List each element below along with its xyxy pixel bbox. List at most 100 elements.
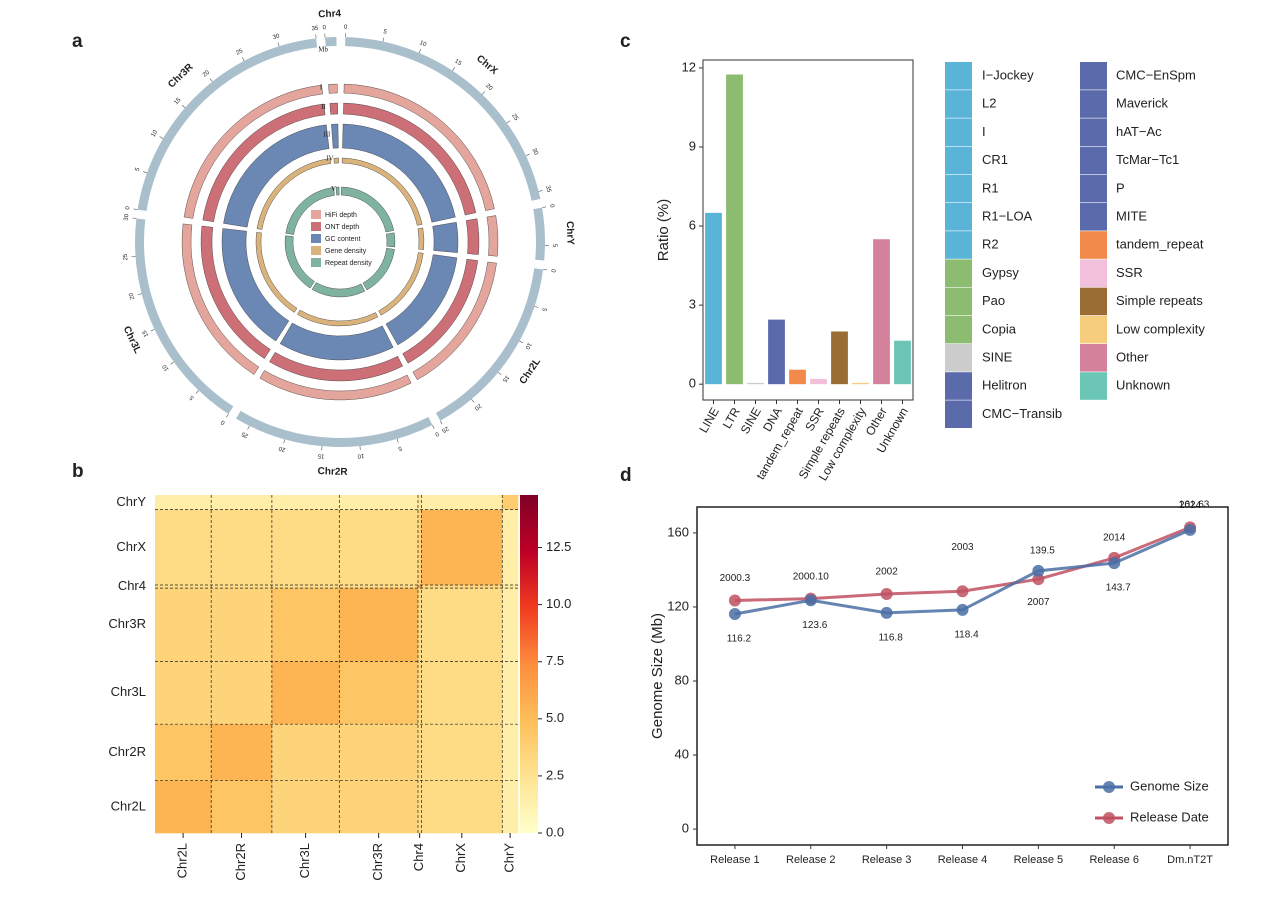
heatmap-cell xyxy=(502,661,519,725)
heatmap-cell xyxy=(417,780,422,834)
tick-label: 0 xyxy=(549,269,555,274)
tick-mark xyxy=(209,78,213,82)
point xyxy=(1108,557,1121,570)
legend-label: Simple repeats xyxy=(1116,293,1203,308)
bar xyxy=(873,239,890,385)
heatmap-cell xyxy=(211,661,273,725)
track-ring xyxy=(417,227,425,250)
track-label: II xyxy=(321,103,326,111)
y-tick-label: Chr2R xyxy=(108,744,146,759)
track-label: V xyxy=(331,185,336,193)
legend-label: TcMar−Tc1 xyxy=(1116,152,1179,167)
tick-mark xyxy=(143,171,148,174)
y-axis-title: Ratio (%) xyxy=(655,199,672,262)
legend-label: Copia xyxy=(982,321,1017,336)
legend-swatch xyxy=(945,259,972,287)
heatmap-cell xyxy=(421,724,503,781)
plot-frame xyxy=(702,59,914,401)
tick-mark xyxy=(418,49,421,54)
tick-mark xyxy=(283,439,286,444)
legend-label: tandem_repeat xyxy=(1116,237,1204,252)
chromosome-label: Chr4 xyxy=(318,8,342,20)
track-ring xyxy=(412,261,497,381)
tick-label: 10 xyxy=(357,452,365,459)
y-tick-label: Chr3R xyxy=(108,616,146,631)
heatmap-cell xyxy=(155,495,212,510)
legend-swatch xyxy=(1080,146,1107,175)
x-tick-label: ChrY xyxy=(502,843,517,873)
track-ring xyxy=(333,157,339,164)
heatmap-cell xyxy=(155,509,212,586)
legend-label: Repeat density xyxy=(325,260,372,267)
heatmap-cell xyxy=(502,495,519,510)
heatmap-cell xyxy=(271,724,340,781)
legend-swatch xyxy=(1080,118,1107,146)
tick-label: 10 xyxy=(523,341,532,350)
colorbar-label: 10.0 xyxy=(546,596,571,611)
chromosome-label: Chr3R xyxy=(166,61,196,90)
legend-label: CMC−Transib xyxy=(982,406,1062,421)
heatmap-cell xyxy=(271,509,340,586)
legend-swatch xyxy=(945,90,972,118)
value-label: 123.6 xyxy=(802,620,827,631)
track-ring xyxy=(342,123,456,223)
legend-label: CMC−EnSpm xyxy=(1116,68,1196,83)
heatmap-cell xyxy=(421,495,503,510)
point xyxy=(956,603,969,616)
heatmap-cell xyxy=(339,509,419,586)
legend-label: Release Date xyxy=(1130,809,1209,824)
tick-label: 25 xyxy=(123,253,129,261)
point xyxy=(956,585,969,598)
chromosome-label: Chr3L xyxy=(121,325,143,356)
track-ring xyxy=(335,186,340,196)
tick-label: 5 xyxy=(540,307,547,313)
tick-mark xyxy=(481,91,486,95)
y-tick-label: 80 xyxy=(675,672,689,687)
panel-label: a xyxy=(72,31,83,52)
tick-mark xyxy=(519,340,524,344)
heatmap-cell xyxy=(271,584,340,589)
x-tick-label: Release 5 xyxy=(1014,854,1064,866)
bar xyxy=(852,382,869,385)
legend-swatch xyxy=(1080,287,1107,316)
legend-label: P xyxy=(1116,180,1125,195)
legend-swatch xyxy=(1080,174,1107,203)
chromosome-label: Chr2L xyxy=(518,356,543,386)
y-tick-label: Chr2L xyxy=(111,798,146,813)
heatmap-cell xyxy=(271,661,340,725)
legend-label: Genome Size xyxy=(1130,778,1209,793)
tick-label: 5 xyxy=(188,394,195,401)
heatmap-cell xyxy=(339,584,419,589)
y-tick-label: Chr3L xyxy=(111,684,146,699)
heatmap-cell xyxy=(502,588,519,662)
tick-mark xyxy=(396,438,399,443)
chromosome-arc xyxy=(134,218,234,414)
tick-label: 20 xyxy=(129,291,137,300)
tick-label: 15 xyxy=(173,97,182,106)
y-tick-label: 6 xyxy=(689,217,696,232)
heatmap-cell xyxy=(339,724,419,781)
legend-swatch xyxy=(945,231,972,259)
legend-label: Gene density xyxy=(325,248,367,255)
legend-label: MITE xyxy=(1116,209,1147,224)
track-ring xyxy=(255,232,298,313)
y-tick-label: 120 xyxy=(667,598,689,613)
heatmap-cell xyxy=(271,780,340,834)
value-label: 161.63 xyxy=(1179,500,1210,511)
legend-swatch xyxy=(311,234,321,243)
bar xyxy=(726,74,743,385)
y-tick-label: 9 xyxy=(689,138,696,153)
heatmap-cell xyxy=(417,661,422,725)
heatmap-cell xyxy=(155,724,212,781)
point xyxy=(1032,573,1045,586)
tick-mark xyxy=(137,293,142,296)
legend-swatch xyxy=(1080,62,1107,90)
tick-label: 5 xyxy=(551,244,557,248)
chromosome-arc xyxy=(435,268,544,421)
legend-label: CR1 xyxy=(982,152,1008,167)
track-ring xyxy=(329,102,338,115)
value-label: 116.2 xyxy=(727,634,752,645)
legend-label: hAT−Ac xyxy=(1116,124,1162,139)
heatmap-cell xyxy=(155,588,212,662)
